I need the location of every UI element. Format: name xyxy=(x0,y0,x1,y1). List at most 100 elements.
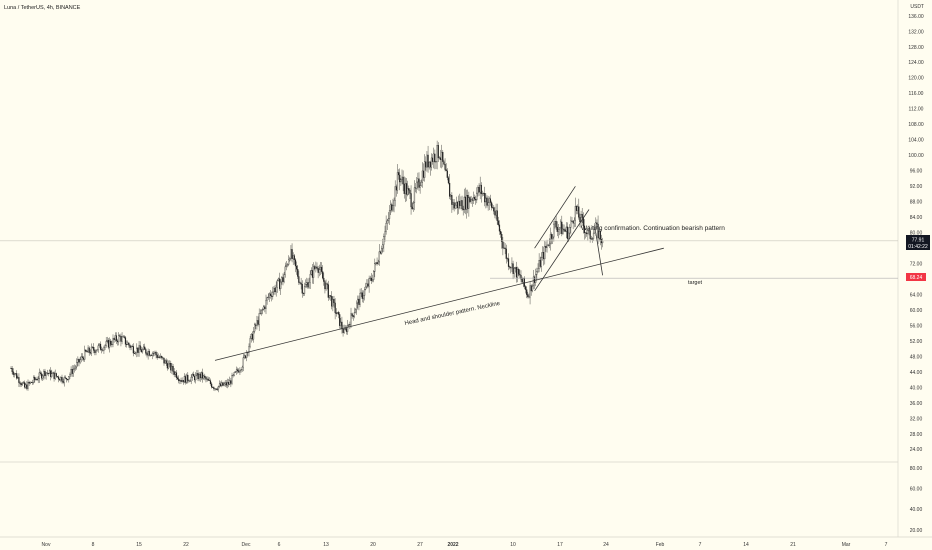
candle xyxy=(469,196,471,204)
price-tick-label: 28.00 xyxy=(910,432,923,438)
candle xyxy=(291,243,293,263)
candle xyxy=(249,335,251,349)
price-axis[interactable]: 136.00 132.00 128.00 124.00 120.00 116.00 112.… xyxy=(908,14,924,453)
target-price-badge: 68.24 xyxy=(906,273,926,281)
candle xyxy=(470,195,472,205)
channel-lower-line[interactable] xyxy=(534,209,590,292)
candle xyxy=(288,255,290,267)
target-label[interactable]: target xyxy=(688,280,703,286)
candle xyxy=(147,348,149,360)
candle xyxy=(84,345,86,362)
candle xyxy=(140,346,142,353)
candle xyxy=(29,381,31,385)
candle xyxy=(153,351,155,357)
candle xyxy=(62,378,64,385)
candle xyxy=(179,379,181,385)
candle xyxy=(504,243,506,255)
candle xyxy=(505,244,507,264)
candle xyxy=(188,379,190,383)
candle xyxy=(82,355,85,362)
candle xyxy=(10,366,12,369)
candle xyxy=(455,196,458,209)
candle xyxy=(539,256,541,269)
candle xyxy=(531,284,533,293)
channel-upper-line[interactable] xyxy=(534,186,576,249)
candle xyxy=(463,188,465,214)
candle xyxy=(370,273,373,284)
candle xyxy=(110,338,112,347)
candle xyxy=(226,378,229,389)
candle xyxy=(522,277,524,288)
candle xyxy=(404,177,407,203)
candle xyxy=(224,380,226,387)
candle xyxy=(131,344,133,347)
candle xyxy=(487,195,489,211)
candle xyxy=(317,265,319,279)
candle xyxy=(276,279,278,293)
candle xyxy=(197,369,199,382)
candle xyxy=(171,363,173,375)
candle xyxy=(33,375,35,385)
candle xyxy=(27,379,29,391)
candle xyxy=(524,285,527,294)
candle xyxy=(180,377,182,385)
candle xyxy=(408,185,410,196)
candle xyxy=(102,347,104,352)
candle xyxy=(468,191,470,217)
candle xyxy=(366,279,368,289)
candle xyxy=(109,337,111,353)
candle xyxy=(39,370,42,376)
volume-tick-label: 80.00 xyxy=(910,466,923,472)
projected-drop-line[interactable] xyxy=(595,232,603,276)
candle xyxy=(480,182,482,203)
volume-axis[interactable]: 80.00 60.00 40.00 20.00 xyxy=(910,466,923,534)
candle xyxy=(557,224,560,239)
candle xyxy=(363,286,366,301)
time-tick-label: 17 xyxy=(557,542,563,548)
price-tick-label: 92.00 xyxy=(910,184,923,190)
candle xyxy=(326,282,328,290)
candle xyxy=(551,232,553,245)
candle xyxy=(467,189,469,214)
candle xyxy=(137,347,139,357)
candle xyxy=(220,381,222,387)
candle xyxy=(167,360,170,370)
waiting-confirmation-label[interactable]: Waiting confirmation. Continuation beari… xyxy=(581,225,725,232)
candle xyxy=(43,369,45,381)
candle xyxy=(589,228,591,243)
candle xyxy=(18,373,20,387)
price-tick-label: 48.00 xyxy=(910,354,923,360)
candle xyxy=(205,375,207,383)
candle xyxy=(204,373,206,381)
candle xyxy=(485,193,487,209)
candle xyxy=(409,188,411,200)
candle xyxy=(311,264,314,284)
candle xyxy=(435,161,437,169)
candle xyxy=(65,377,68,383)
candle xyxy=(243,353,246,360)
candle xyxy=(176,375,179,381)
bar-countdown: 01:42:22 xyxy=(908,244,928,250)
candle xyxy=(255,322,257,330)
volume-tick-label: 40.00 xyxy=(910,507,923,513)
candle xyxy=(437,142,439,163)
candle xyxy=(486,195,488,208)
time-tick-label: 7 xyxy=(885,542,888,548)
time-axis[interactable]: Nov 8 15 22 Dec 6 13 20 27 2022 10 17 24 Feb 7 14 21 Mar 7 xyxy=(42,542,888,548)
candle xyxy=(183,373,185,384)
candle xyxy=(538,253,540,273)
candle xyxy=(543,246,545,266)
candle xyxy=(583,219,586,240)
candle xyxy=(453,199,455,212)
candle xyxy=(443,159,445,166)
candle xyxy=(535,268,537,287)
candle xyxy=(203,374,205,380)
candle xyxy=(72,365,74,377)
candle xyxy=(238,368,240,374)
candle xyxy=(343,324,345,334)
neckline-trendline[interactable] xyxy=(214,247,664,361)
candle xyxy=(460,196,462,210)
candle xyxy=(488,196,490,211)
candle xyxy=(257,316,259,327)
